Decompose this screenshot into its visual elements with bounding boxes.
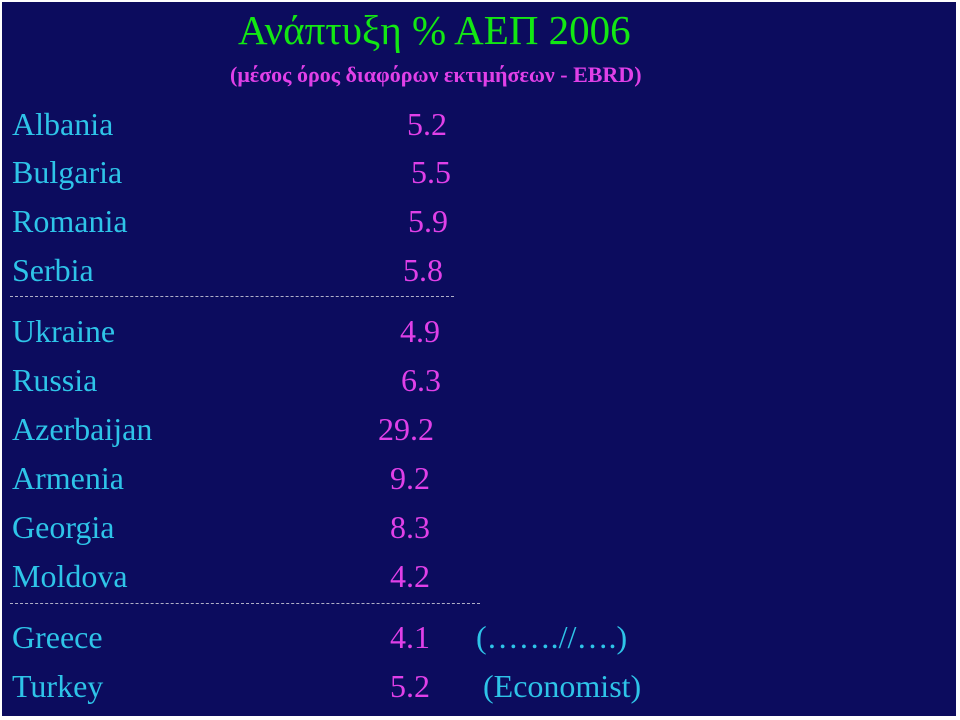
slide-subtitle: (μέσος όρος διαφόρων εκτιμήσεων - EBRD) [230, 62, 642, 87]
country-name: Bulgaria [12, 154, 123, 190]
country-name: Armenia [12, 460, 124, 496]
growth-value: 4.2 [390, 558, 430, 594]
growth-value: 29.2 [378, 411, 434, 447]
growth-value: 4.1 [390, 619, 430, 655]
group-divider [10, 296, 454, 297]
list-item: Georgia 8.3 [2, 507, 942, 547]
country-name: Turkey [12, 668, 104, 704]
country-name: Greece [12, 619, 103, 655]
list-item: Armenia 9.2 [2, 458, 942, 498]
country-name: Azerbaijan [12, 411, 153, 447]
list-item: Moldova 4.2 [2, 556, 942, 596]
country-name: Ukraine [12, 313, 116, 349]
source-note: (Economist) [483, 668, 642, 704]
list-item: Serbia 5.8 [2, 250, 942, 290]
growth-value: 9.2 [390, 460, 430, 496]
growth-value: 5.8 [403, 252, 443, 288]
list-item: Ukraine 4.9 [2, 311, 942, 351]
growth-value: 5.2 [390, 668, 430, 704]
list-item: Azerbaijan 29.2 [2, 409, 942, 449]
country-name: Serbia [12, 252, 94, 288]
source-note: (…….//….) [476, 619, 628, 655]
country-name: Russia [12, 362, 98, 398]
growth-value: 8.3 [390, 509, 430, 545]
list-item: Romania 5.9 [2, 201, 942, 241]
growth-value: 5.9 [408, 203, 448, 239]
country-name: Albania [12, 106, 114, 142]
list-item: Albania 5.2 [2, 104, 942, 144]
growth-value: 6.3 [401, 362, 441, 398]
group-divider [10, 603, 480, 604]
growth-value: 4.9 [400, 313, 440, 349]
growth-value: 5.5 [411, 154, 451, 190]
country-name: Moldova [12, 558, 128, 594]
slide-title: Ανάπτυξη % ΑΕΠ 2006 [238, 7, 631, 53]
list-item: Greece 4.1 (…….//….) [2, 617, 942, 657]
country-name: Georgia [12, 509, 115, 545]
list-item: Russia 6.3 [2, 360, 942, 400]
country-name: Romania [12, 203, 128, 239]
list-item: Bulgaria 5.5 [2, 152, 942, 192]
growth-value: 5.2 [407, 106, 447, 142]
list-item: Turkey 5.2 (Economist) [2, 666, 942, 706]
